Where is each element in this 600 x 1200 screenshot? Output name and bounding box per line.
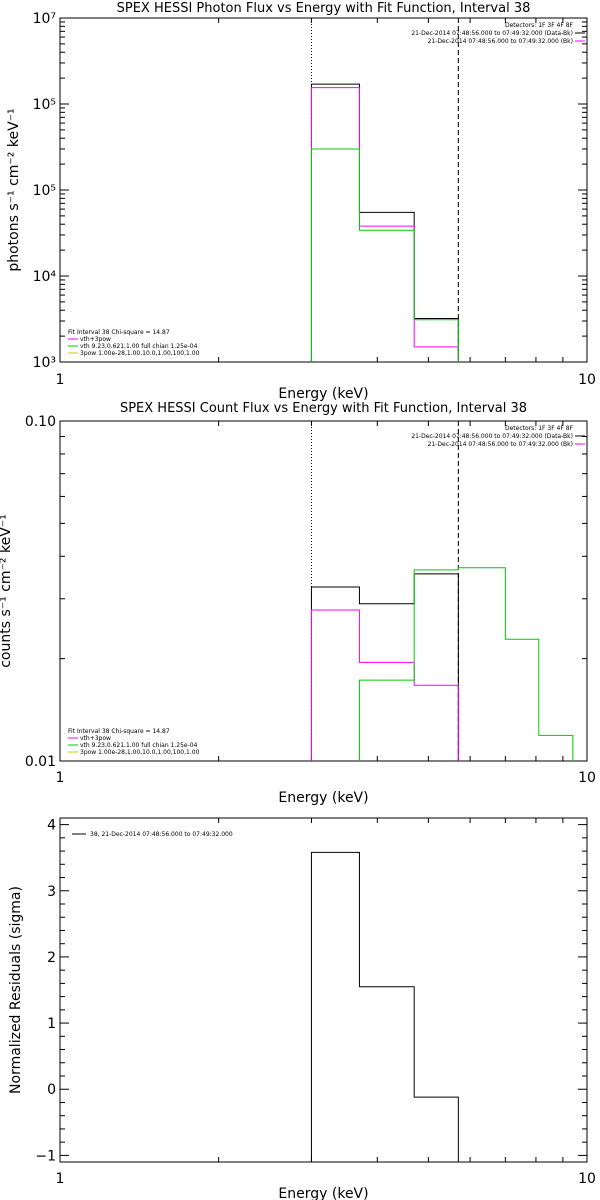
series-2-histogram: [310, 148, 459, 362]
series-0-histogram: [310, 83, 459, 362]
x-axis-label: Energy (keV): [278, 790, 368, 806]
x-tick-label: 1: [56, 770, 65, 786]
y-tick-label: 10⁵: [33, 183, 56, 199]
legend-interval-label: 21-Dec-2014 07:48:56.000 to 07:49:32.000…: [411, 433, 573, 440]
legend-detectors: Detectors: 1F 3F 4F 8F: [505, 425, 574, 432]
y-axis-label: Normalized Residuals (sigma): [8, 886, 24, 1094]
series-1-histogram: [310, 609, 459, 761]
y-tick-label: 10³: [33, 355, 56, 371]
x-tick-label: 10: [578, 372, 596, 388]
x-tick-label: 10: [578, 1171, 596, 1187]
y-tick-label: 10⁵: [33, 97, 56, 113]
legend-fit-label: 3pow 1.00e-28,1.00,10.0,1.00,100,1.00: [80, 350, 200, 357]
y-tick-label: 10⁷: [33, 11, 56, 27]
panel-residuals: Energy (keV) Normalized Residuals (sigma)…: [8, 817, 596, 1200]
legend-interval-label: 38, 21-Dec-2014 07:48:56.000 to 07:49:32…: [90, 831, 233, 838]
y-tick-label: 0.01: [25, 754, 56, 770]
y-tick-label: 0: [47, 1082, 56, 1098]
y-axis-label: counts s⁻¹ cm⁻² keV⁻¹: [0, 514, 14, 668]
y-tick-label: 10⁴: [33, 269, 57, 285]
y-tick-label: 4: [47, 818, 56, 834]
legend-interval-label: 21-Dec-2014 07:48:56.000 to 07:49:32.000…: [411, 30, 573, 37]
legend-fit-label: vth 9.23,0.621,1.00 full chian 1.25e-04: [80, 343, 198, 350]
y-tick-label: −1: [35, 1148, 56, 1164]
series-2-histogram: [358, 567, 574, 761]
plot-frame: [59, 817, 588, 1163]
x-axis-label: Energy (keV): [278, 386, 368, 402]
panel-photon: SPEX HESSI Photon Flux vs Energy with Fi…: [6, 1, 596, 402]
y-tick-label: 0.10: [25, 414, 56, 430]
legend-fit-header: Fit Interval 38 Chi-square = 14.87: [68, 728, 170, 735]
legend-interval-label: 21-Dec-2014 07:48:56.000 to 07:49:32.000…: [428, 38, 573, 45]
legend-fit-label: vth 9.23,0.621,1.00 full chian 1.25e-04: [80, 742, 198, 749]
plot-frame: [59, 17, 588, 363]
legend-fit-label: vth+3pow: [80, 336, 111, 343]
y-tick-label: 1: [47, 1016, 56, 1032]
x-tick-label: 1: [56, 1171, 65, 1187]
legend-detectors: Detectors: 1F 3F 4F 8F: [505, 22, 574, 29]
legend-fit-label: 3pow 1.00e-28,1.00,10.0,1.00,100,1.00: [80, 749, 200, 756]
panel-count: SPEX HESSI Count Flux vs Energy with Fit…: [0, 401, 596, 806]
x-tick-label: 10: [578, 770, 596, 786]
y-tick-label: 3: [47, 884, 56, 900]
chart-title: SPEX HESSI Count Flux vs Energy with Fit…: [120, 401, 527, 416]
series-0-histogram: [310, 573, 459, 761]
chart-title: SPEX HESSI Photon Flux vs Energy with Fi…: [117, 1, 531, 16]
x-tick-label: 1: [56, 372, 65, 388]
series-1-histogram: [310, 87, 459, 362]
legend-fit-label: vth+3pow: [80, 735, 111, 742]
legend-interval-label: 21-Dec-2014 07:48:56.000 to 07:49:32.000…: [428, 441, 573, 448]
plot-frame: [59, 420, 588, 762]
legend-fit-header: Fit Interval 38 Chi-square = 14.87: [68, 329, 170, 336]
y-axis-label: photons s⁻¹ cm⁻² keV⁻¹: [6, 108, 22, 271]
series-0-histogram: [310, 851, 459, 1162]
x-axis-label: Energy (keV): [278, 1186, 368, 1200]
y-tick-label: 2: [47, 950, 56, 966]
